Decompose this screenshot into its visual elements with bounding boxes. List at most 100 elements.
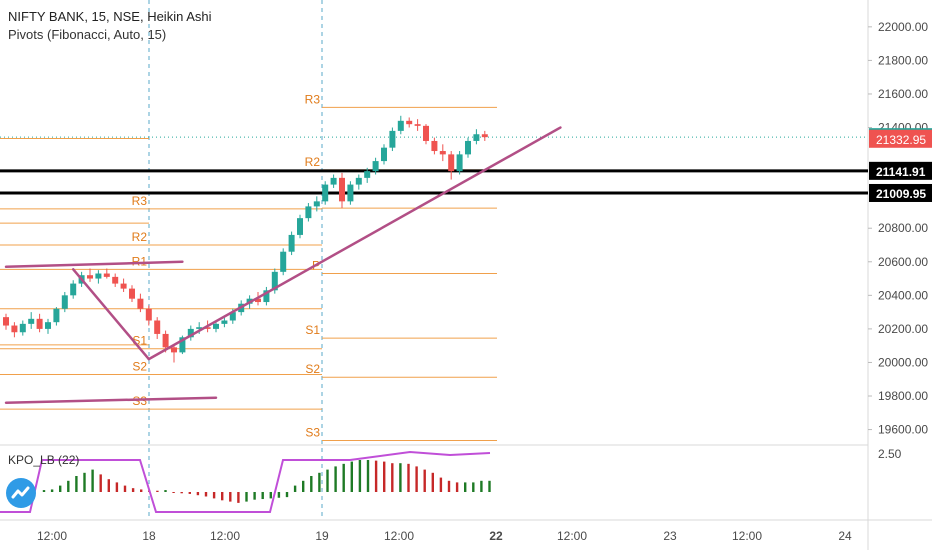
candle-body[interactable] — [196, 327, 203, 329]
price-tick-label: 19800.00 — [878, 389, 928, 403]
kpo-bar — [237, 492, 240, 503]
candle-body[interactable] — [3, 317, 9, 326]
kpo-bar — [407, 463, 410, 492]
candle-body[interactable] — [431, 140, 438, 152]
time-axis-label: 12:00 — [37, 529, 67, 543]
candle-body[interactable] — [313, 201, 320, 207]
candle-body[interactable] — [389, 130, 396, 148]
candle-body[interactable] — [179, 337, 186, 353]
candle-body[interactable] — [19, 323, 26, 333]
candle-body[interactable] — [456, 154, 463, 172]
candle-body[interactable] — [11, 325, 18, 333]
candle-body[interactable] — [120, 283, 127, 289]
candle-body[interactable] — [355, 177, 362, 185]
price-label-value: 21009.95 — [876, 187, 926, 201]
candle-body[interactable] — [255, 298, 261, 303]
candle-body[interactable] — [112, 276, 119, 284]
kpo-bar — [115, 482, 119, 492]
kpo-bar — [59, 485, 62, 492]
kpo-bar — [140, 489, 143, 492]
candle-body[interactable] — [364, 171, 371, 178]
candle-body[interactable] — [465, 140, 471, 155]
time-axis-label: 12:00 — [210, 529, 240, 543]
candle-body[interactable] — [481, 134, 488, 138]
kpo-bar — [342, 463, 345, 492]
logo-icon — [11, 486, 30, 499]
kpo-bar — [480, 480, 483, 492]
candle-body[interactable] — [414, 124, 421, 126]
kpo-bar — [221, 492, 224, 501]
candle-body[interactable] — [28, 318, 35, 324]
candle-body[interactable] — [381, 147, 387, 162]
trendline-3[interactable] — [147, 126, 562, 361]
candle-body[interactable] — [280, 251, 287, 272]
candle-body[interactable] — [397, 120, 404, 131]
candle-body[interactable] — [473, 134, 480, 141]
pivots-indicator-label[interactable]: Pivots (Fibonacci, Auto, 15) — [8, 27, 167, 42]
candle-body[interactable] — [372, 161, 379, 172]
price-label-box — [869, 129, 932, 148]
candle-body[interactable] — [204, 327, 211, 329]
kpo-indicator-label[interactable]: KPO_LB (22) — [8, 453, 80, 467]
candle-body[interactable] — [448, 154, 455, 172]
symbol-title[interactable]: NIFTY BANK, 15, NSE, Heikin Ashi — [8, 9, 212, 24]
candle-body[interactable] — [145, 308, 152, 321]
pivot-label: R3 — [305, 92, 321, 106]
kpo-bar — [269, 492, 272, 499]
candle-body[interactable] — [36, 318, 43, 329]
time-axis-label: 18 — [142, 529, 156, 543]
candle-body[interactable] — [45, 322, 51, 329]
trendline-2[interactable] — [71, 268, 151, 361]
trendline-1[interactable] — [4, 396, 218, 404]
candle-body[interactable] — [162, 333, 169, 348]
candle-body[interactable] — [221, 320, 228, 324]
candle-body[interactable] — [61, 295, 68, 309]
kpo-line — [0, 450, 491, 513]
kpo-bar — [366, 460, 370, 492]
candle-body[interactable] — [171, 347, 177, 353]
candle-body[interactable] — [103, 273, 110, 277]
kpo-bar — [277, 492, 281, 498]
candle-body[interactable] — [288, 234, 295, 252]
candle-body[interactable] — [129, 288, 135, 299]
candle-body[interactable] — [187, 328, 194, 338]
kpo-bar — [464, 482, 467, 492]
kpo-bar — [488, 480, 491, 492]
price-label-value: 21141.91 — [876, 165, 926, 179]
candle-body[interactable] — [137, 298, 144, 309]
tradingview-logo[interactable] — [6, 478, 36, 508]
candle-body[interactable] — [70, 283, 77, 296]
candle-body[interactable] — [95, 273, 102, 279]
candle-body[interactable] — [229, 312, 236, 321]
candle-body[interactable] — [263, 290, 270, 303]
candle-body[interactable] — [330, 177, 337, 185]
kpo-bar — [472, 482, 475, 492]
kpo-bar — [131, 488, 135, 492]
candle-body[interactable] — [339, 177, 345, 202]
candle-body[interactable] — [347, 184, 354, 202]
kpo-bar — [415, 466, 418, 492]
candle-body[interactable] — [154, 320, 161, 334]
kpo-bar — [180, 492, 183, 494]
candle-body[interactable] — [322, 184, 329, 202]
candle-body[interactable] — [406, 120, 413, 125]
trendline-0[interactable] — [4, 260, 184, 269]
candle-body[interactable] — [271, 271, 278, 291]
kpo-bar — [164, 490, 167, 492]
candle-body[interactable] — [439, 151, 446, 155]
candle-body[interactable] — [53, 308, 60, 323]
candle-body[interactable] — [305, 206, 312, 219]
candle-body[interactable] — [213, 323, 219, 329]
kpo-bar — [383, 461, 386, 492]
candle-body[interactable] — [87, 275, 93, 279]
kpo-bar — [447, 480, 451, 492]
time-axis-label: 12:00 — [557, 529, 587, 543]
candle-body[interactable] — [423, 125, 429, 141]
price-tick-label: 21800.00 — [878, 53, 928, 67]
time-axis-label: 19 — [315, 529, 329, 543]
kpo-bar — [75, 476, 78, 492]
kpo-bar — [204, 492, 208, 497]
candle-body[interactable] — [297, 218, 303, 235]
pivot-label: R3 — [132, 194, 148, 208]
